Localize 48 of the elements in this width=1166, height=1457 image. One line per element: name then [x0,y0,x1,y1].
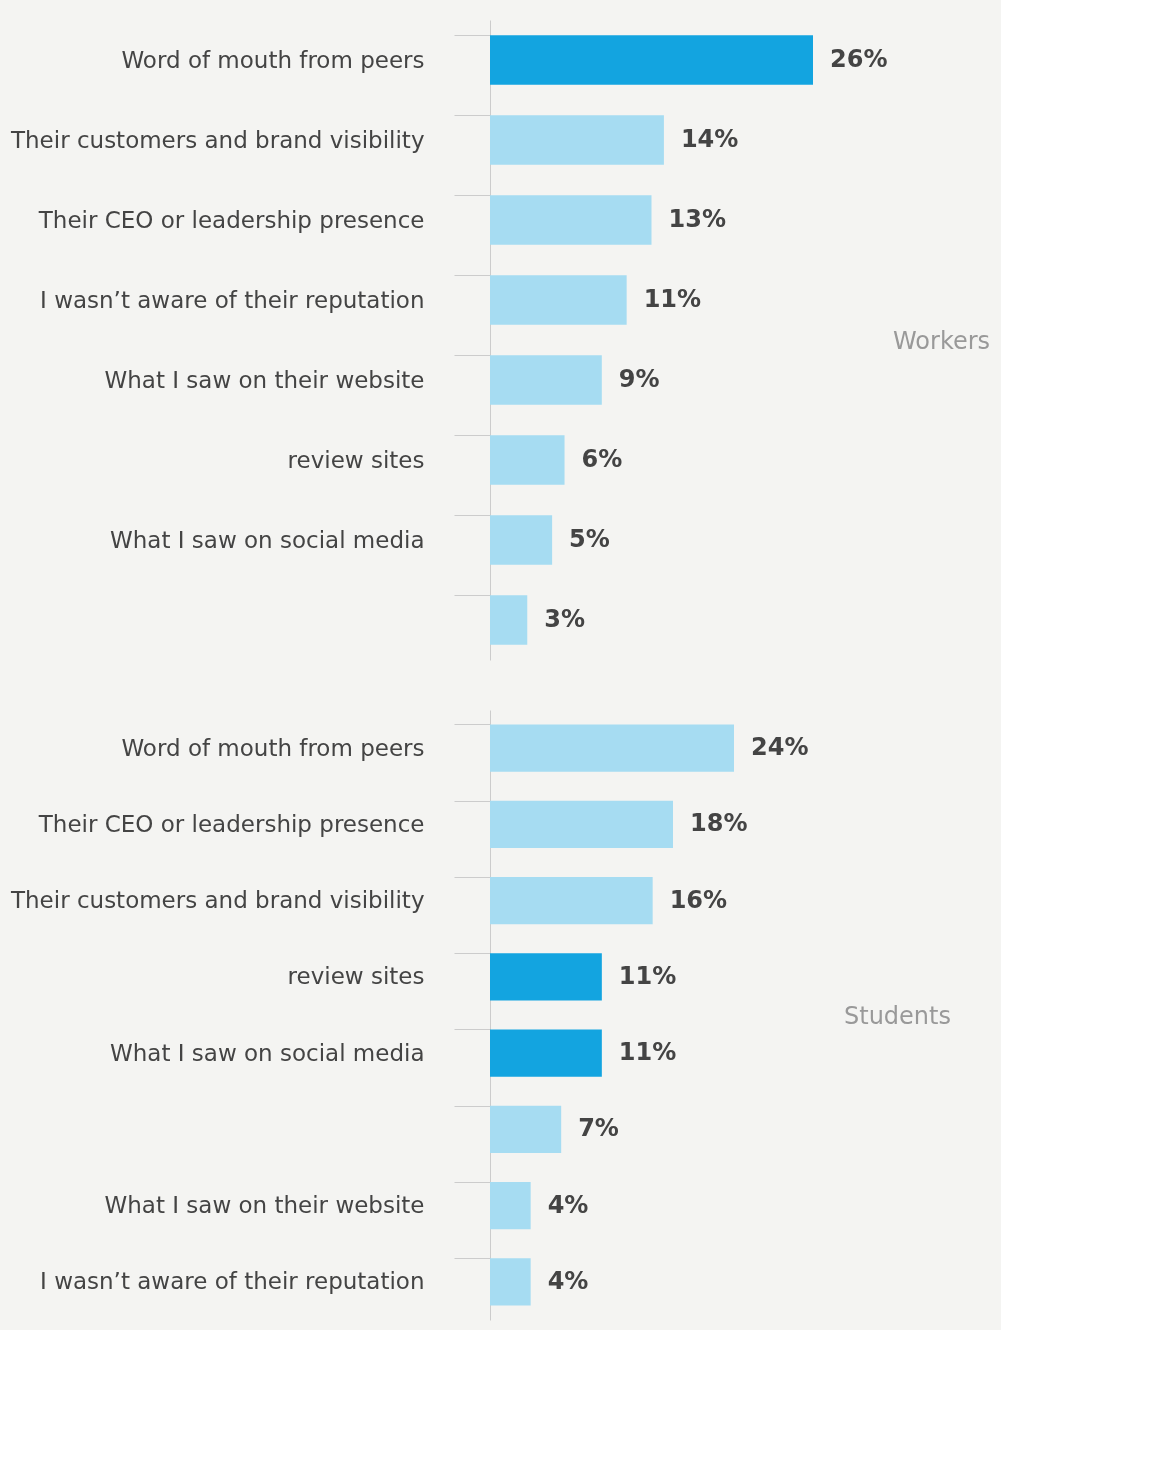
y-tick-label: What I saw on social media [109,526,425,553]
text: Workers [893,327,991,355]
bar [490,876,653,925]
y-tick-label: Their CEO or leadership presence [37,810,425,837]
bar [490,1105,562,1154]
data-label: 6% [581,445,623,473]
data-label: 9% [618,365,660,393]
bar [490,115,664,165]
data-label: 5% [569,525,610,553]
y-tick-label: Word of mouth from peers [121,46,425,73]
y-tick-label: I wasn’t aware of their reputation [40,1268,425,1295]
bar [490,35,813,85]
bar [490,515,553,565]
data-label: 16% [669,885,728,914]
y-tick-label: Their customers and brand visibility [9,887,425,914]
bar [490,275,627,325]
y-tick-label: Their CEO or leadership presence [37,206,425,233]
bar [490,953,602,1001]
y-tick-label: What I saw on their website [104,1192,425,1219]
bar [490,435,565,485]
y-tick-label: Their customers and brand visibility [9,126,425,153]
text: Students [844,1002,951,1030]
bar [490,355,602,405]
data-label: 11% [643,285,702,313]
y-tick-label: review sites [287,446,425,473]
y-tick-label: What I saw on their website [104,366,425,393]
bar [490,724,734,772]
y-tick-label: review sites [287,963,425,990]
data-label: 14% [680,125,739,153]
bar [490,800,673,849]
bar [490,1029,602,1077]
data-label: 4% [547,1266,589,1295]
y-tick-label: I wasn’t aware of their reputation [40,286,425,313]
data-label: 4% [547,1190,589,1219]
data-label: 3% [544,605,586,633]
data-label: 24% [751,733,809,762]
y-tick-label: Word of mouth from peers [121,734,425,761]
bar [490,1181,531,1230]
bar [490,195,652,245]
bar [490,595,528,645]
data-label: 11% [618,1038,677,1067]
data-label: 11% [618,961,677,990]
data-label: 13% [668,205,726,233]
data-label: 18% [690,809,748,838]
bar [490,1258,531,1306]
data-label: 26% [830,45,888,73]
data-label: 7% [578,1114,619,1143]
y-tick-label: What I saw on social media [109,1039,425,1066]
